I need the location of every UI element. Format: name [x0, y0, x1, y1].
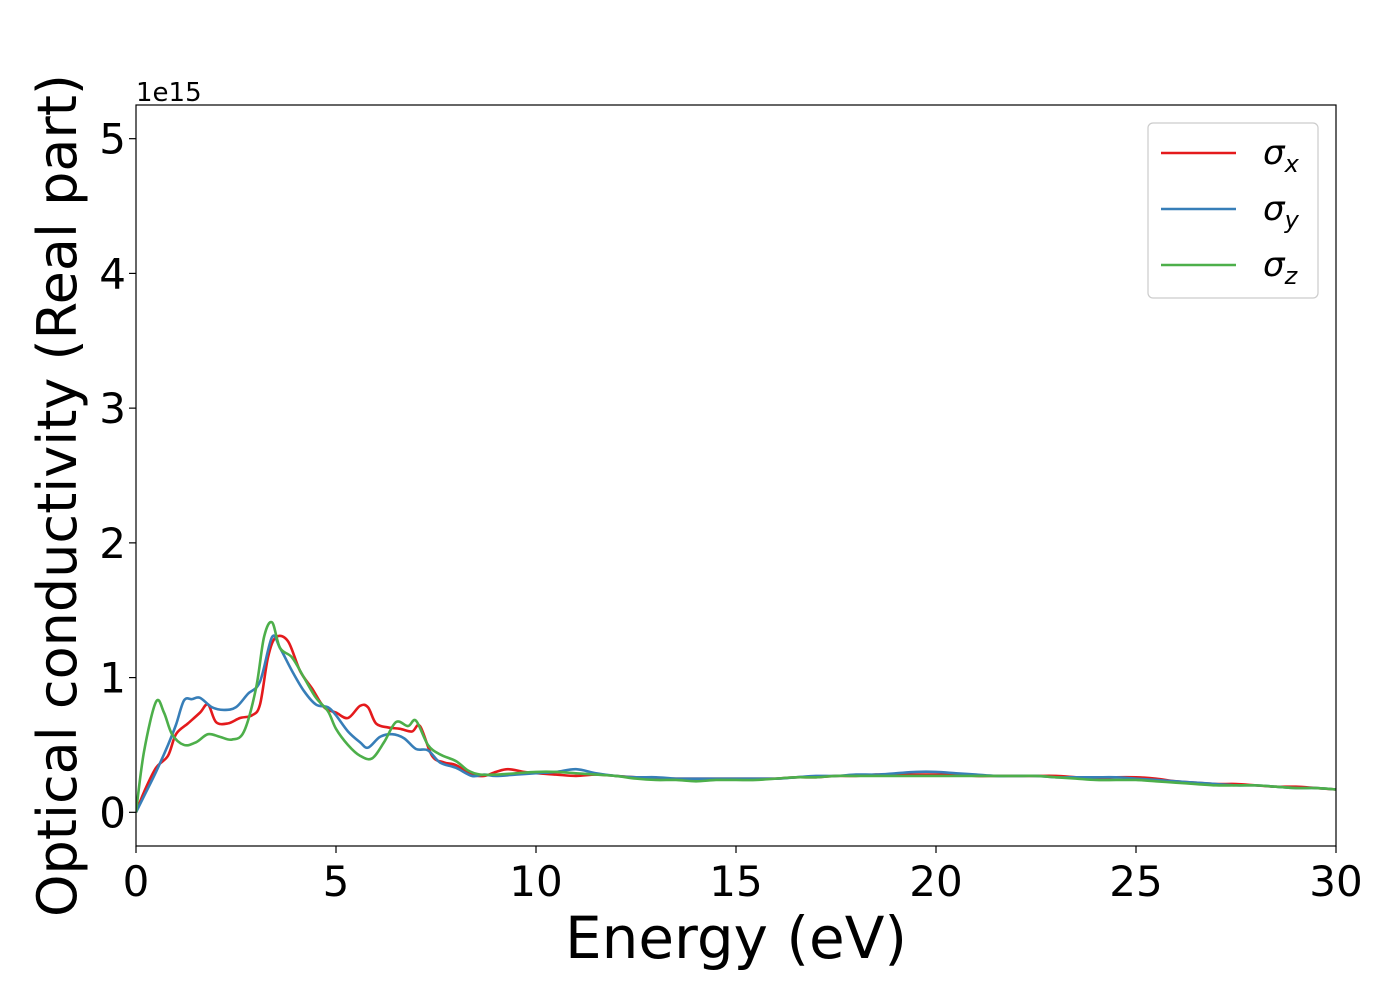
x-tick-label: 10 [509, 857, 562, 906]
legend-item-x: σx [1161, 133, 1300, 178]
x-axis: 0 5 10 15 20 25 30 [123, 846, 1363, 906]
y-tick-label: 0 [99, 788, 126, 837]
series-line-z [136, 620, 1336, 813]
y-tick-label: 2 [99, 519, 126, 568]
y-axis-label: Optical conductivity (Real part) [26, 74, 89, 917]
y-tick-label: 4 [99, 249, 126, 298]
legend-label: σy [1263, 189, 1300, 234]
legend-item-y: σy [1161, 189, 1300, 234]
legend-box [1147, 122, 1319, 299]
x-tick-label: 20 [909, 857, 962, 906]
lines-layer [136, 620, 1336, 813]
legend-item-z: σz [1161, 245, 1299, 290]
y-tick-label: 5 [99, 115, 126, 164]
x-tick-label: 0 [123, 857, 150, 906]
x-tick-label: 25 [1109, 857, 1162, 906]
legend-label: σz [1263, 245, 1299, 290]
series-line-y [136, 634, 1336, 813]
y-axis: 0 1 2 3 4 5 [99, 115, 136, 837]
x-tick-label: 5 [323, 857, 350, 906]
legend-label: σx [1263, 133, 1300, 178]
x-axis-label: Energy (eV) [565, 904, 907, 972]
y-tick-label: 1 [99, 654, 126, 703]
y-offset-text: 1e15 [136, 78, 202, 108]
x-tick-label: 30 [1309, 857, 1362, 906]
y-tick-label: 3 [99, 384, 126, 433]
legend: σx σy σz [1147, 122, 1319, 299]
x-tick-label: 15 [709, 857, 762, 906]
